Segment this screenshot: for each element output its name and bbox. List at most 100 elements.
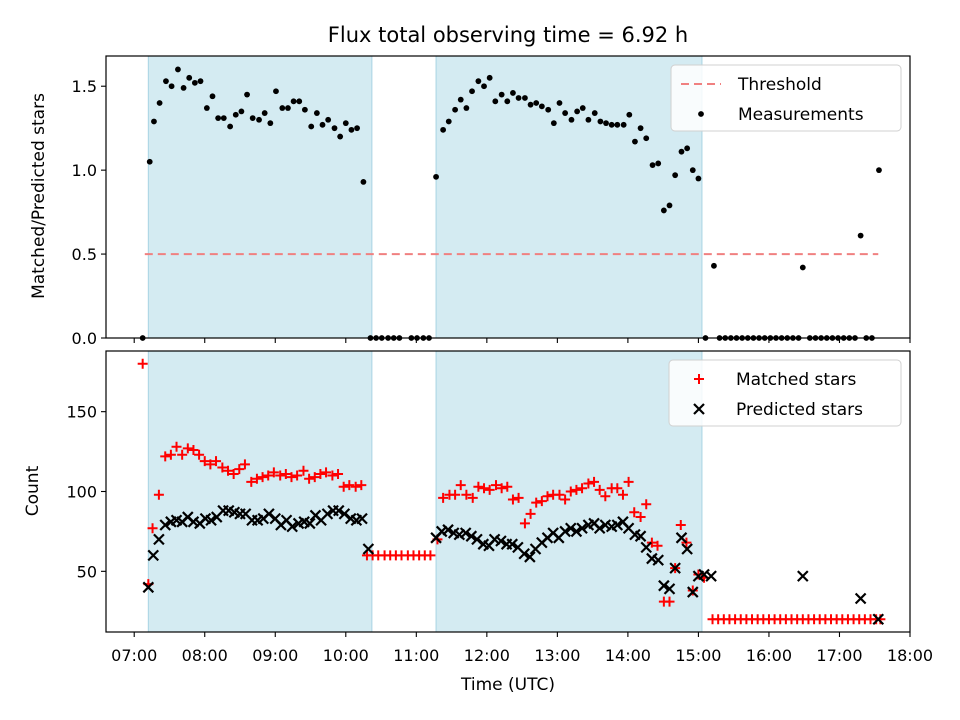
data-point [354,125,360,132]
x-tick-label: 08:00 [182,646,228,665]
data-point [593,522,606,534]
data-point [491,480,502,491]
data-point [256,116,262,123]
data-point [268,467,279,478]
data-point [234,464,245,475]
data-point [658,579,670,592]
data-point [672,172,679,179]
data-point [251,473,262,484]
data-point [209,93,216,100]
data-point [597,118,604,125]
data-point [603,120,609,127]
data-point [652,554,664,566]
observing-interval-0 [147,350,373,633]
legend-label: Measurements [738,105,864,125]
ylabel-ratio: Matched/Predicted stars [29,93,49,299]
data-point [872,613,885,626]
data-point [507,494,518,505]
data-point [693,569,704,580]
data-point [223,465,234,476]
data-point [664,596,675,607]
data-point [632,138,638,145]
data-point [292,470,303,481]
data-point [321,508,334,520]
observing-interval-1 [435,55,703,339]
data-point [356,512,368,525]
data-point [634,530,647,542]
y-tick-label: 1.5 [72,77,97,96]
data-point [641,499,652,510]
x-tick-label: 07:00 [111,646,157,665]
data-point [594,484,605,495]
legend-label: Matched stars [736,370,856,390]
x-tick-label: 18:00 [887,646,933,665]
data-point [504,98,511,105]
data-point [533,100,540,106]
data-point [626,111,633,118]
data-point [495,535,507,547]
bottom-panel-count: 07:00 08:00 09:00 10:00 11:00 12:00 13:00 14:00… [66,350,933,665]
data-point [433,173,439,180]
data-point [151,118,157,125]
data-point [360,178,367,185]
data-point [286,520,298,533]
data-point [538,103,545,110]
series-predicted-stars [142,504,885,626]
data-point [163,78,169,85]
data-point [522,95,528,101]
data-point [510,90,516,96]
data-point [188,444,199,455]
y-tick-label: 0.0 [72,329,97,348]
data-point [498,91,505,98]
y-tick-label: 100 [66,483,97,502]
data-point [574,108,581,115]
data-point [263,508,275,520]
data-point [524,551,536,563]
y-tick-label: 0.5 [72,245,97,264]
data-point [153,533,165,546]
data-point [471,533,483,546]
data-point [663,583,676,595]
data-point [239,459,250,470]
x-tick-label: 09:00 [252,646,298,665]
data-point [228,468,239,479]
data-point [327,470,338,481]
data-point [244,91,250,98]
data-point [315,468,326,479]
data-point [156,100,163,106]
data-point [473,481,484,492]
data-point [629,507,640,518]
data-point [568,116,575,123]
data-point [205,514,217,527]
data-point [623,476,634,487]
data-point [681,543,693,555]
data-point [515,95,522,101]
data-point [486,74,493,81]
x-tick-label: 16:00 [746,646,792,665]
data-point [678,148,685,155]
legend: Threshold Measurements [670,64,902,132]
data-point [362,543,375,555]
x-tick-label: 12:00 [464,646,510,665]
data-point [177,449,188,460]
data-point [333,468,344,479]
data-point [570,525,583,538]
data-point [159,519,172,531]
data-point [481,83,487,90]
data-point [565,486,576,497]
data-point [640,541,653,554]
data-point [175,66,181,73]
data-point [194,449,205,460]
data-point [457,96,464,103]
data-point [536,496,547,507]
data-point [165,449,176,460]
data-point [576,522,588,534]
data-point [518,547,530,560]
ylabel-count: Count [23,465,43,516]
data-point [475,78,482,85]
data-point [687,586,699,598]
data-point [275,470,286,481]
legend-swatch [694,374,704,384]
data-point [463,105,470,111]
observing-interval-0 [147,55,373,339]
